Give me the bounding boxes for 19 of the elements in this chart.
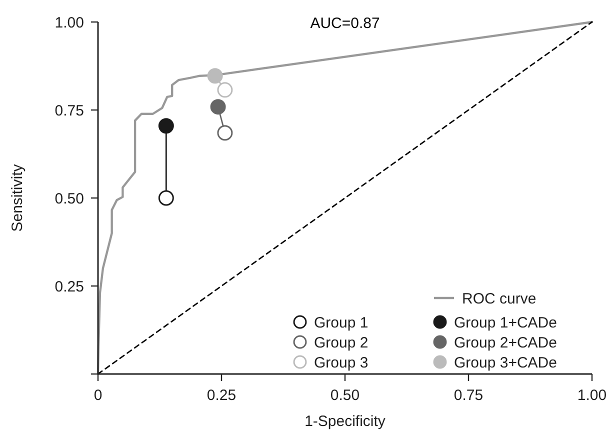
- x-tick-label: 0: [94, 387, 102, 404]
- legend-label: Group 3: [314, 354, 368, 372]
- y-axis-title: Sensitivity: [9, 164, 26, 232]
- annotation: AUC=0.87: [310, 15, 380, 32]
- legend-label: Group 2: [314, 334, 368, 352]
- y-tick-label: 0.50: [54, 190, 84, 208]
- legend-label: Group 3+CADe: [454, 354, 557, 372]
- y-tick-label: 0.75: [54, 102, 84, 120]
- legend-label: Group 2+CADe: [454, 334, 557, 352]
- x-tick-label: 0.75: [454, 387, 484, 404]
- x-tick-label: 1.00: [577, 387, 607, 404]
- y-tick-label: 0.25: [54, 278, 84, 296]
- x-tick-label: 0.50: [330, 387, 360, 404]
- y-tick-label: 1.00: [54, 14, 84, 32]
- x-axis-title: 1-Specificity: [304, 413, 386, 430]
- legend-label: ROC curve: [462, 290, 536, 308]
- legend-label: Group 1: [314, 314, 368, 332]
- legend-label: Group 1+CADe: [454, 314, 557, 332]
- x-tick-label: 0.25: [206, 387, 236, 404]
